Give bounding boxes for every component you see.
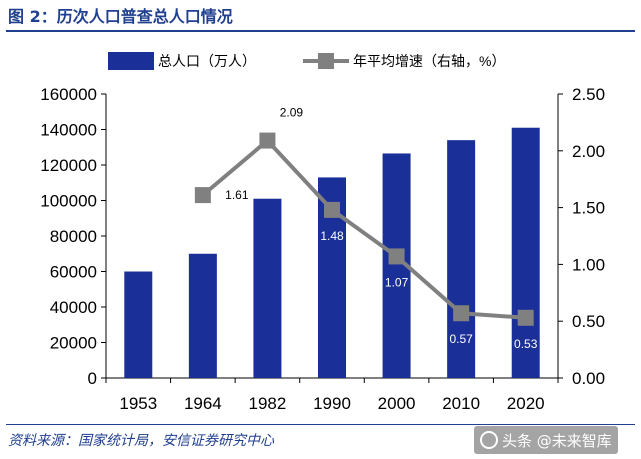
left-axis-tick-label: 40000 xyxy=(50,298,97,317)
data-labels: 1.61 2.09 1.48 1.07 0.57 0.53 xyxy=(225,106,538,351)
watermark-text: 头条 @未来智库 xyxy=(502,431,612,450)
growth-rate-data-label: 0.57 xyxy=(449,332,473,346)
growth-rate-data-label: 1.61 xyxy=(225,188,249,202)
left-axis-tick-label: 80000 xyxy=(50,227,97,246)
legend-line-marker xyxy=(318,53,334,69)
chart-title: 图 2：历次人口普查总人口情况 xyxy=(8,7,233,26)
growth-rate-marker xyxy=(194,187,211,204)
x-axis-tick-label: 1982 xyxy=(249,394,287,413)
title-divider xyxy=(6,30,635,32)
right-axis-tick-label: 0.00 xyxy=(572,369,605,388)
left-axis-tick-label: 120000 xyxy=(40,156,97,175)
population-bar xyxy=(447,140,476,378)
legend-line-label: 年平均增速（右轴，%） xyxy=(353,53,505,69)
right-axis-tick-label: 1.50 xyxy=(572,199,605,218)
footer-divider xyxy=(6,424,635,425)
right-axis-tick-label: 1.00 xyxy=(572,255,605,274)
legend-bar-swatch xyxy=(108,52,154,70)
left-axis-tick-label: 160000 xyxy=(40,85,97,104)
left-axis-tick-label: 60000 xyxy=(50,263,97,282)
growth-rate-marker xyxy=(324,201,340,218)
x-axis-tick-label: 1953 xyxy=(119,394,157,413)
left-axis-tick-label: 0 xyxy=(88,369,97,388)
growth-rate-marker xyxy=(259,132,276,149)
growth-rate-marker xyxy=(453,305,470,322)
x-axis-tick-label: 2010 xyxy=(442,394,480,413)
watermark: 头条 @未来智库 xyxy=(474,426,618,454)
x-axis-tick-label: 1964 xyxy=(184,394,222,413)
x-axis-tick-label: 2020 xyxy=(507,394,545,413)
growth-rate-data-label: 1.07 xyxy=(385,275,409,289)
camera-icon xyxy=(480,431,498,449)
growth-rate-data-label: 2.09 xyxy=(280,106,304,120)
growth-rate-marker xyxy=(388,248,405,265)
legend-bar-label: 总人口（万人） xyxy=(158,53,256,69)
chart: 总人口（万人） 年平均增速（右轴，%） 0 20000 40000 60000 8000… xyxy=(40,52,605,413)
growth-rate-line xyxy=(201,138,526,320)
right-axis-tick-label: 2.50 xyxy=(572,85,605,104)
growth-rate-data-label: 1.48 xyxy=(320,229,344,243)
growth-rate-data-label: 0.53 xyxy=(514,337,538,351)
population-bar xyxy=(124,271,153,378)
left-axis-tick-label: 140000 xyxy=(40,121,97,140)
population-bar xyxy=(188,253,217,378)
right-axis-tick-label: 2.00 xyxy=(572,142,605,161)
source-note: 资料来源：国家统计局，安信证券研究中心 xyxy=(8,433,274,449)
x-axis-tick-label: 1990 xyxy=(313,394,351,413)
growth-rate-marker xyxy=(517,309,534,326)
population-bar xyxy=(253,198,282,378)
left-axis-tick-label: 100000 xyxy=(40,192,97,211)
legend: 总人口（万人） 年平均增速（右轴，%） xyxy=(108,52,505,70)
left-axis-tick-label: 20000 xyxy=(50,334,97,353)
bars xyxy=(124,127,540,378)
x-axis-tick-label: 2000 xyxy=(378,394,416,413)
right-axis-tick-label: 0.50 xyxy=(572,312,605,331)
axes: 0 20000 40000 60000 80000 100000 120000 140000 1… xyxy=(40,85,605,413)
population-bar xyxy=(511,127,540,378)
growth-line xyxy=(194,132,534,326)
